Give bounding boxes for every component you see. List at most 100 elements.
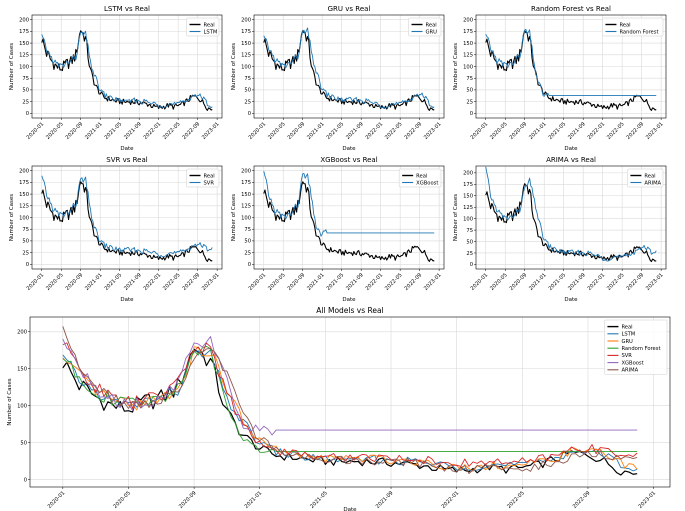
x-tick-label: 2023-01: [638, 490, 658, 510]
y-tick-label: 75: [22, 227, 29, 233]
chart-all-models-vs-real: 0 50 100 150 200 2020-01 2020-05 2020-09 2021-01…: [7, 306, 671, 511]
x-axis-label: Date: [342, 297, 356, 303]
legend-box: [602, 17, 664, 37]
legend-label-random-forest: Random Forest: [619, 29, 658, 35]
x-tick-label: 2022-05: [506, 490, 526, 510]
chart-svr-vs-real: 0 25 50 75 100 125 150 175 200 2020-01 2020-05 2020…: [9, 156, 223, 303]
x-tick-label: 2020-09: [509, 121, 529, 141]
x-tick-label: 2020-05: [267, 272, 287, 292]
y-tick-label: 0: [24, 477, 27, 483]
series-line-svr: [41, 175, 213, 258]
y-tick-label: 25: [466, 251, 473, 257]
y-tick-label: 200: [463, 17, 473, 23]
chart-arima-vs-real: 0 25 50 75 100 125 150 175 200 2020-01 2020-05 2020…: [453, 156, 667, 303]
x-tick-label: 2020-09: [287, 272, 307, 292]
x-tick-label: 2021-05: [326, 121, 346, 141]
legend-label-real: Real: [621, 324, 632, 330]
x-tick-label: 2020-01: [470, 121, 490, 141]
y-axis-label: Number of Cases: [453, 43, 459, 90]
y-axis-label: Number of Cases: [7, 378, 13, 425]
y-tick-label: 100: [241, 64, 251, 70]
y-tick-label: 125: [19, 53, 29, 59]
y-tick-label: 125: [463, 205, 473, 211]
y-tick-label: 25: [22, 250, 29, 256]
series-line-real: [263, 30, 435, 111]
series-line-real: [485, 30, 657, 111]
x-tick-label: 2022-05: [606, 272, 626, 292]
y-tick-label: 0: [470, 111, 473, 117]
y-tick-label: 150: [19, 41, 29, 47]
chart-title: GRU vs Real: [328, 5, 371, 13]
x-tick-label: 2022-09: [626, 272, 646, 292]
chart-title: XGBoost vs Real: [320, 156, 377, 164]
series-line-gru: [62, 346, 638, 472]
legend-label-real: Real: [619, 22, 630, 28]
y-tick-label: 100: [19, 215, 29, 221]
x-tick-label: 2020-09: [509, 272, 529, 292]
x-tick-label: 2023-01: [423, 121, 443, 141]
legend-label-svr: SVR: [621, 353, 632, 359]
series-line-gru: [263, 27, 435, 109]
y-tick-label: 200: [17, 330, 27, 336]
x-tick-label: 2020-09: [178, 490, 198, 510]
x-tick-label: 2021-09: [123, 272, 143, 292]
x-tick-label: 2021-01: [84, 121, 104, 141]
y-tick-label: 200: [463, 171, 473, 177]
x-tick-label: 2020-05: [112, 490, 132, 510]
x-tick-label: 2020-01: [47, 490, 67, 510]
x-tick-label: 2021-01: [244, 490, 264, 510]
legend-label-real: Real: [204, 22, 215, 28]
chart-xgboost-vs-real: 0 25 50 75 100 125 150 175 200 2020-01 2020-05 2020…: [231, 156, 445, 303]
x-tick-label: 2023-01: [423, 272, 443, 292]
y-tick-label: 175: [19, 180, 29, 186]
series-line-arima: [62, 326, 638, 474]
x-tick-label: 2021-09: [567, 121, 587, 141]
x-tick-label: 2020-09: [287, 121, 307, 141]
x-tick-label: 2022-01: [441, 490, 461, 510]
x-tick-label: 2021-01: [528, 121, 548, 141]
y-tick-label: 100: [19, 64, 29, 70]
plot-frame: [253, 165, 445, 270]
x-tick-label: 2020-09: [65, 272, 85, 292]
chart-gru-vs-real: 0 25 50 75 100 125 150 175 200 2020-01 2020-05 2020…: [231, 5, 445, 152]
x-tick-label: 2021-05: [548, 121, 568, 141]
x-tick-label: 2022-09: [182, 272, 202, 292]
y-tick-label: 125: [241, 204, 251, 210]
y-tick-label: 75: [244, 76, 251, 82]
plot-frame: [31, 165, 223, 270]
y-axis-label: Number of Cases: [231, 194, 237, 241]
y-tick-label: 75: [466, 76, 473, 82]
x-axis-label: Date: [564, 146, 578, 152]
x-tick-label: 2020-01: [248, 121, 268, 141]
series-line-lstm: [41, 30, 213, 109]
chart-title: Random Forest vs Real: [531, 5, 611, 13]
x-axis-label: Date: [120, 297, 134, 303]
series-line-random-forest: [485, 29, 657, 97]
x-tick-label: 2022-05: [384, 272, 404, 292]
plot-frame: [475, 165, 667, 270]
y-tick-label: 0: [470, 262, 473, 268]
y-tick-label: 50: [244, 239, 251, 245]
x-tick-label: 2022-09: [626, 121, 646, 141]
x-tick-label: 2021-05: [326, 272, 346, 292]
y-tick-label: 125: [463, 53, 473, 59]
x-tick-label: 2023-01: [645, 121, 665, 141]
series-line-arima: [485, 166, 657, 262]
y-tick-label: 125: [19, 204, 29, 210]
y-tick-label: 200: [19, 168, 29, 174]
y-tick-label: 75: [22, 76, 29, 82]
x-tick-label: 2022-09: [404, 121, 424, 141]
legend-label-lstm: LSTM: [204, 29, 218, 35]
x-tick-label: 2022-01: [365, 272, 385, 292]
series-line-xgboost: [62, 336, 638, 436]
x-tick-label: 2022-09: [404, 272, 424, 292]
x-tick-label: 2022-05: [162, 272, 182, 292]
x-tick-label: 2021-09: [345, 121, 365, 141]
y-tick-label: 25: [244, 250, 251, 256]
y-tick-label: 50: [466, 239, 473, 245]
y-tick-label: 150: [463, 41, 473, 47]
